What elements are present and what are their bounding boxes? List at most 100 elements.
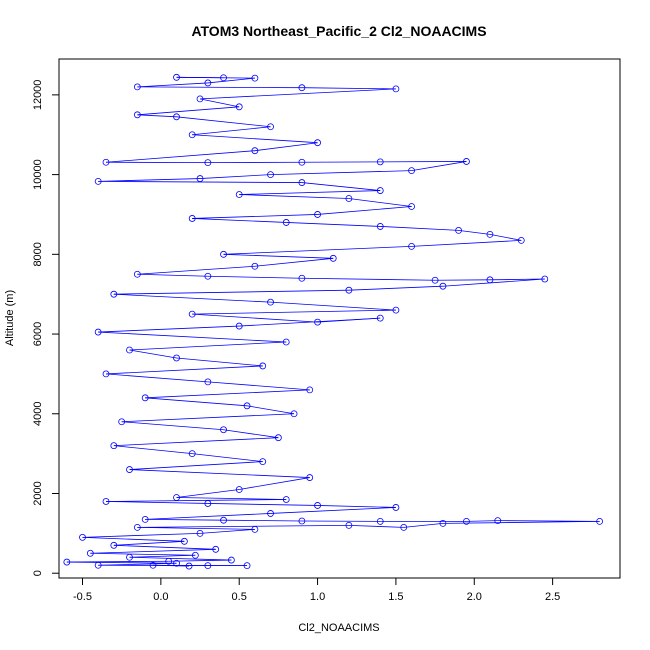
data-point [173,73,180,81]
data-point [102,370,110,378]
series-segment [192,126,271,136]
x-tick-label: 1.0 [310,591,325,603]
y-tick-label: 6000 [32,322,44,346]
series-segment [192,214,318,219]
data-point [463,158,470,165]
series-segment [129,341,287,351]
series-segment [105,365,263,375]
data-point [165,557,173,565]
series-segment [497,520,600,522]
data-point [133,83,141,91]
data-point [204,562,212,570]
data-point [110,290,118,298]
data-point [298,84,306,92]
data-point [541,275,549,283]
series-segment [199,98,240,108]
series-segment [223,253,334,259]
series-segment [98,178,201,182]
data-point [133,523,141,531]
series-segment [207,275,302,279]
series-segment [90,548,216,554]
data-point [408,203,415,210]
series-segment [129,349,177,359]
data-point [220,516,227,524]
data-point [298,274,306,282]
series-segment [348,198,412,207]
series-segment [106,501,208,504]
series-segment [121,421,224,431]
series-segment [98,331,287,343]
series-segment [137,86,302,89]
x-tick-label: 2.5 [545,591,560,603]
series-segment [82,532,201,538]
data-point [314,139,321,147]
data-point [267,171,274,178]
series-segment [176,497,287,500]
data-point [220,426,227,434]
data-point [494,517,502,524]
series-segment [129,554,196,558]
x-tick-label: 0.5 [232,591,247,603]
data-point [243,562,251,570]
data-point [376,314,384,322]
series-segment [176,116,271,128]
data-point [204,500,212,507]
series-segment [192,218,287,223]
data-point [267,298,274,306]
data-point [94,328,102,336]
y-tick-label: 12000 [32,80,44,111]
series-segment [137,265,255,275]
data-point [306,386,314,394]
data-point [204,159,212,167]
series-segment [105,150,255,163]
data-point [298,517,306,525]
data-point [392,306,400,314]
data-point [306,474,314,481]
data-point [251,262,259,270]
data-point [204,79,212,87]
data-point [185,562,193,570]
series-segment [442,278,545,287]
series-segment [489,278,545,281]
y-axis: 0 2000 4000 6000 8000 10000 12000 [32,80,60,576]
series-segment [301,87,396,90]
data-point [188,310,196,318]
data-point [267,510,274,517]
series-segment [239,190,381,195]
x-axis-label: Cl2_NOAACIMS [298,622,379,634]
data-point [118,418,126,426]
series-segment [145,513,271,520]
data-point [408,242,415,250]
series-segment [145,397,248,407]
data-point [110,541,118,549]
series-segment [403,522,443,528]
series-segment [113,437,279,447]
series-segment [113,293,271,303]
data-point [212,545,220,553]
series-segment [411,161,467,172]
data-point [63,558,71,566]
data-point [243,402,251,410]
data-point [141,394,149,402]
series-segment [200,528,255,534]
series-segment [254,142,318,152]
y-tick-label: 8000 [32,242,44,266]
series-segment [98,325,240,333]
data-point [126,346,133,354]
data-point [314,318,321,326]
series-segment [129,469,310,478]
series-segment [317,317,381,323]
series-segment [137,526,255,530]
data-point [220,250,227,258]
data-point [173,494,180,501]
data-point [79,533,86,541]
data-point [141,516,149,523]
data-point [204,272,212,280]
series-segment [106,499,287,502]
series-segment [176,489,240,498]
series-segment [301,182,381,191]
data-point [188,450,196,458]
series-segment [137,524,349,528]
series-segment [270,170,412,175]
chart-title: ATOM3 Northeast_Pacific_2 Cl2_NOAACIMS [191,23,486,39]
